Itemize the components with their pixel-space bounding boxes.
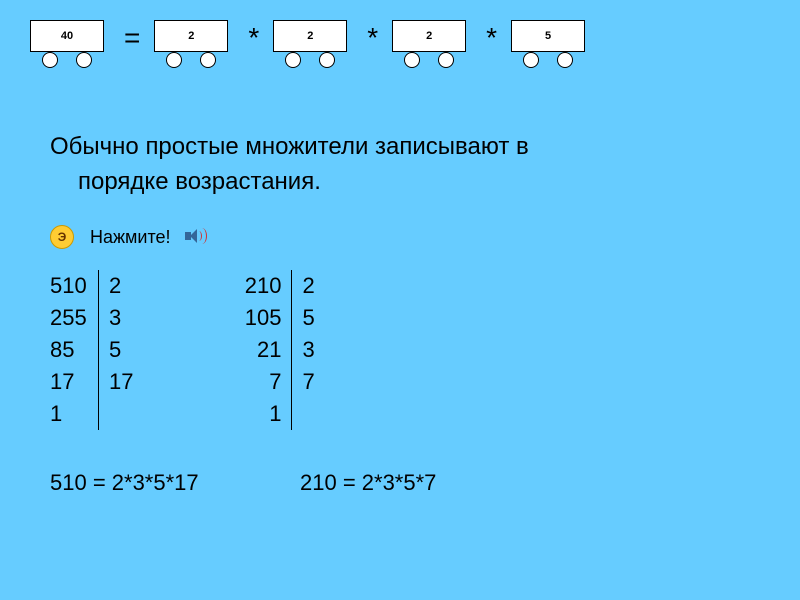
wheel-icon: [76, 52, 92, 68]
operator-multiply: *: [367, 22, 378, 54]
factor-right: 2 3 5 17: [98, 270, 133, 430]
operator-multiply: *: [248, 22, 259, 54]
cart-body: 5: [511, 20, 585, 52]
cart-0: 40: [30, 20, 104, 68]
factor-cell: 2: [109, 270, 133, 302]
wheel-icon: [523, 52, 539, 68]
factor-cell: 510: [50, 270, 88, 302]
equation-row: 40 = 2 * 2 * 2 * 5: [30, 20, 591, 68]
cart-3: 2: [392, 20, 466, 68]
wheel-icon: [319, 52, 335, 68]
cart-4: 5: [511, 20, 585, 68]
result-1: 510 = 2*3*5*17: [50, 470, 300, 496]
main-text-line1: Обычно простые множители записывают в: [50, 130, 529, 165]
main-text-line2: порядке возрастания.: [50, 165, 529, 200]
factor-right: 2 5 3 7: [291, 270, 325, 430]
factor-cell: 5: [109, 334, 133, 366]
cart-1: 2: [154, 20, 228, 68]
main-text: Обычно простые множители записывают в по…: [50, 130, 529, 200]
wheel-icon: [200, 52, 216, 68]
prompt-text[interactable]: Нажмите!: [90, 227, 171, 248]
factor-cell: 85: [50, 334, 88, 366]
operator-equals: =: [124, 22, 140, 54]
wheel-icon: [166, 52, 182, 68]
factor-column-2: 210 105 21 7 1 2 5 3 7: [243, 270, 325, 430]
wheel-icon: [404, 52, 420, 68]
factor-cell: [302, 398, 325, 430]
factor-cell: 17: [109, 366, 133, 398]
wheel-icon: [42, 52, 58, 68]
factor-cell: 1: [50, 398, 88, 430]
factor-cell: 210: [243, 270, 281, 302]
factor-cell: 2: [302, 270, 325, 302]
factor-cell: 1: [243, 398, 281, 430]
factor-cell: 105: [243, 302, 281, 334]
cart-body: 2: [392, 20, 466, 52]
factor-cell: 21: [243, 334, 281, 366]
result-2: 210 = 2*3*5*7: [300, 470, 436, 496]
cart-body: 40: [30, 20, 104, 52]
factor-cell: 5: [302, 302, 325, 334]
bullet-icon: Э: [50, 225, 74, 249]
cart-2: 2: [273, 20, 347, 68]
cart-body: 2: [154, 20, 228, 52]
factor-column-1: 510 255 85 17 1 2 3 5 17: [50, 270, 133, 430]
cart-body: 2: [273, 20, 347, 52]
factor-left: 510 255 85 17 1: [50, 270, 98, 430]
wheel-icon: [438, 52, 454, 68]
operator-multiply: *: [486, 22, 497, 54]
wheel-icon: [557, 52, 573, 68]
factor-cell: 3: [302, 334, 325, 366]
factor-left: 210 105 21 7 1: [243, 270, 291, 430]
wheel-icon: [285, 52, 301, 68]
factor-cell: 7: [302, 366, 325, 398]
factorization-area: 510 255 85 17 1 2 3 5 17 210 105 21 7 1 …: [50, 270, 435, 430]
results-row: 510 = 2*3*5*17 210 = 2*3*5*7: [50, 470, 436, 496]
factor-cell: 7: [243, 366, 281, 398]
factor-cell: [109, 398, 133, 430]
factor-cell: 255: [50, 302, 88, 334]
factor-cell: 3: [109, 302, 133, 334]
speaker-icon[interactable]: [183, 227, 207, 247]
prompt-row: Э Нажмите!: [50, 225, 207, 249]
factor-cell: 17: [50, 366, 88, 398]
